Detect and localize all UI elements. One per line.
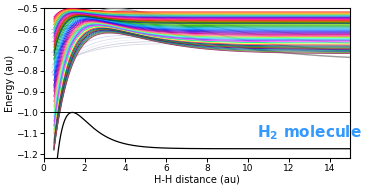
- X-axis label: H-H distance (au): H-H distance (au): [154, 174, 240, 184]
- Y-axis label: Energy (au): Energy (au): [5, 55, 15, 112]
- Text: $\mathbf{H_2}$ molecule: $\mathbf{H_2}$ molecule: [257, 123, 362, 142]
